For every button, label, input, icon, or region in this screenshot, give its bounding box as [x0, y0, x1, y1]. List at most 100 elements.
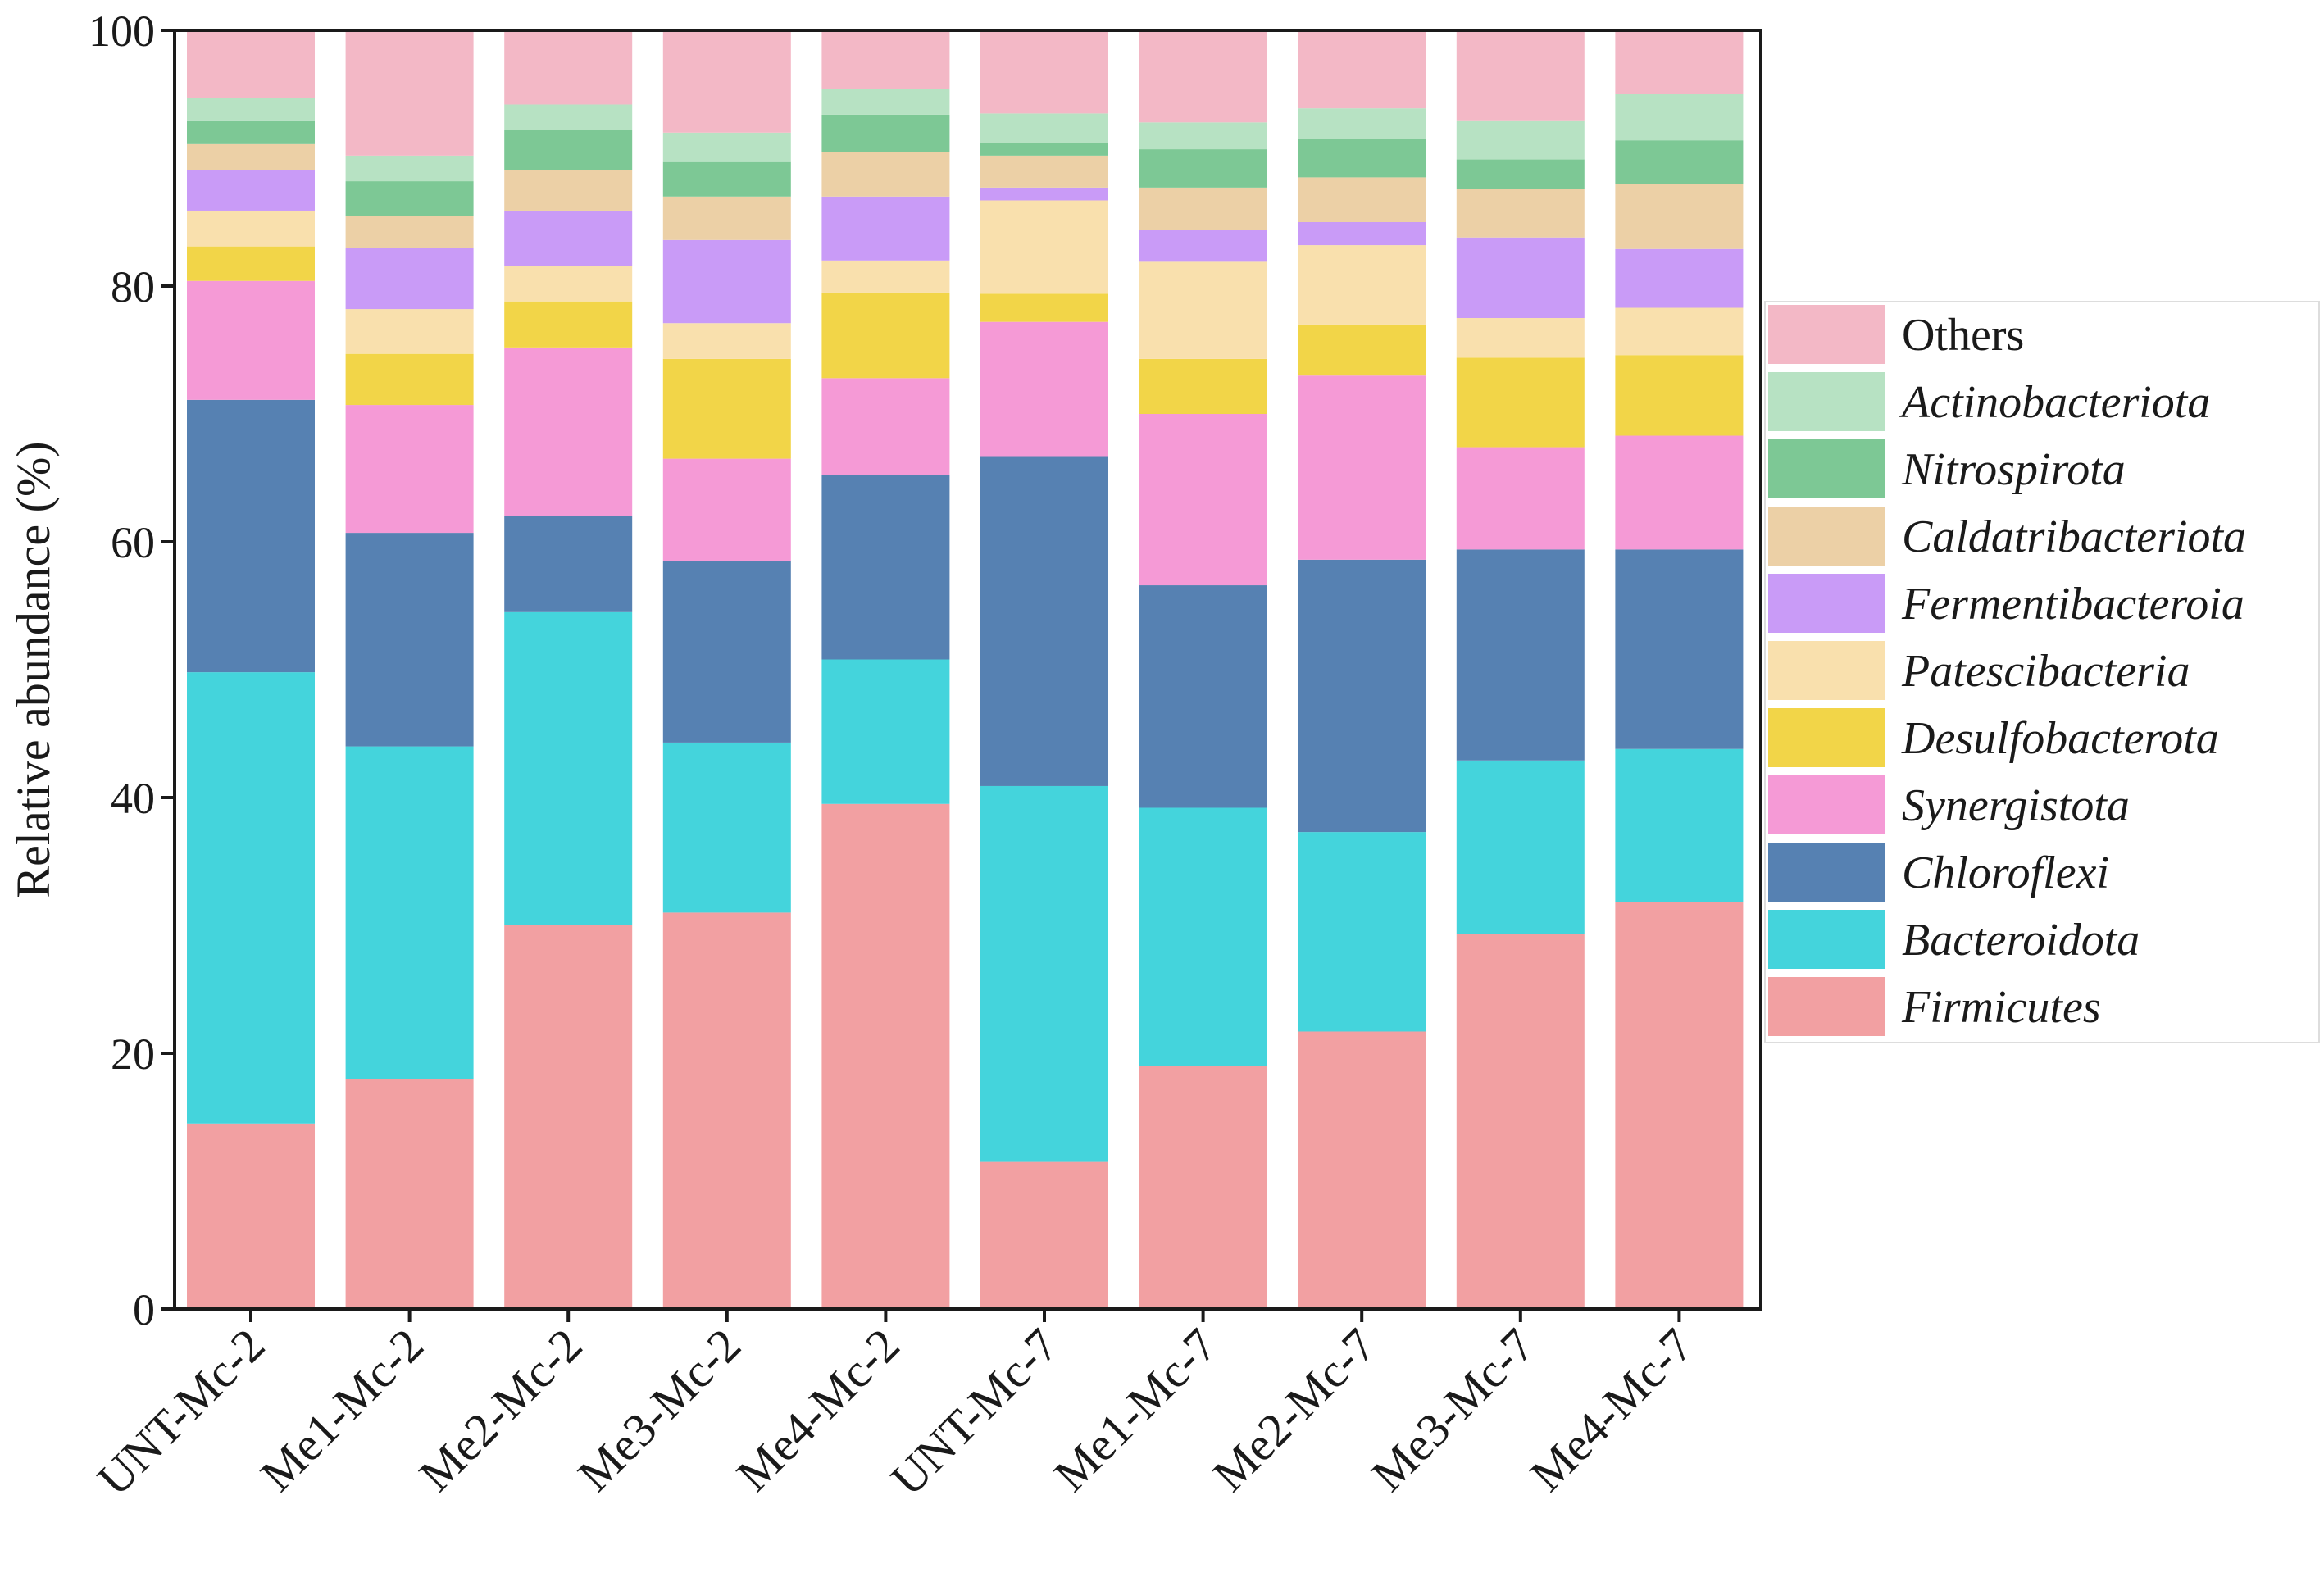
- bar-segment-me2-mc-2-chloroflexi: [504, 516, 633, 612]
- bar-stack-unt-mc-7: [980, 30, 1108, 1309]
- bar-segment-me3-mc-2-actinobacteriota: [662, 132, 791, 162]
- bar-segment-me1-mc-2-actinobacteriota: [345, 155, 474, 182]
- bar-segment-me1-mc-7-fermentibacteroia: [1139, 230, 1267, 262]
- bar-segment-me1-mc-2-caldatribacteriota: [345, 216, 474, 248]
- x-tick-label-me4-mc-2: Me4-Mc-2: [726, 1318, 910, 1502]
- bar-segment-me2-mc-7-desulfobacterota: [1298, 324, 1426, 376]
- bar-segment-me3-mc-2-bacteroidota: [662, 742, 791, 913]
- legend-item-nitrospirota: Nitrospirota: [1768, 439, 2126, 498]
- bar-segment-me1-mc-7-patescibacteria: [1139, 261, 1267, 359]
- bar-segment-unt-mc-2-others: [187, 30, 315, 98]
- bar-segment-me2-mc-2-caldatribacteriota: [504, 170, 633, 211]
- bar-segment-me4-mc-7-chloroflexi: [1615, 549, 1744, 749]
- legend-label-synergistota: Synergistota: [1902, 780, 2130, 831]
- legend-swatch-bacteroidota: [1768, 910, 1885, 969]
- x-tick-label-me1-mc-2: Me1-Mc-2: [250, 1318, 434, 1502]
- bar-segment-me2-mc-7-chloroflexi: [1298, 559, 1426, 833]
- legend-label-chloroflexi: Chloroflexi: [1902, 848, 2109, 898]
- bar-segment-unt-mc-2-patescibacteria: [187, 210, 315, 247]
- bar-stack-me4-mc-7: [1615, 30, 1744, 1309]
- bar-segment-me2-mc-7-firmicutes: [1298, 1031, 1426, 1309]
- bar-segment-me1-mc-2-fermentibacteroia: [345, 248, 474, 310]
- legend-swatch-synergistota: [1768, 775, 1885, 834]
- legend-item-synergistota: Synergistota: [1768, 775, 2130, 834]
- y-tick-label-20: 20: [111, 1029, 155, 1079]
- legend-item-bacteroidota: Bacteroidota: [1768, 910, 2140, 969]
- bar-segment-me2-mc-2-synergistota: [504, 347, 633, 516]
- legend-swatch-fermentibacteroia: [1768, 574, 1885, 633]
- bar-segment-me1-mc-2-firmicutes: [345, 1079, 474, 1309]
- bar-segment-unt-mc-7-firmicutes: [980, 1161, 1108, 1309]
- legend-item-actinobacteriota: Actinobacteriota: [1768, 372, 2210, 431]
- bar-segment-me3-mc-2-others: [662, 30, 791, 133]
- bar-segment-me3-mc-2-caldatribacteriota: [662, 196, 791, 240]
- bar-segment-me3-mc-2-nitrospirota: [662, 161, 791, 197]
- legend-swatch-nitrospirota: [1768, 439, 1885, 498]
- bar-segment-me3-mc-7-bacteroidota: [1456, 760, 1585, 934]
- y-tick-label-80: 80: [111, 262, 155, 311]
- bar-segment-me3-mc-7-actinobacteriota: [1456, 120, 1585, 160]
- bar-segment-unt-mc-7-synergistota: [980, 321, 1108, 457]
- bar-segment-me1-mc-2-chloroflexi: [345, 533, 474, 747]
- bar-segment-me2-mc-2-patescibacteria: [504, 266, 633, 302]
- bar-segment-me3-mc-7-synergistota: [1456, 447, 1585, 550]
- x-tick-label-unt-mc-7: UNT-Mc-7: [880, 1318, 1068, 1506]
- bar-segment-unt-mc-7-desulfobacterota: [980, 293, 1108, 322]
- bar-stack-me3-mc-2: [662, 30, 791, 1309]
- bar-segment-me1-mc-7-desulfobacterota: [1139, 358, 1267, 414]
- y-tick-label-40: 40: [111, 774, 155, 823]
- bar-segment-unt-mc-2-nitrospirota: [187, 120, 315, 144]
- bar-segment-me3-mc-2-synergistota: [662, 458, 791, 561]
- bar-segment-me1-mc-2-desulfobacterota: [345, 353, 474, 406]
- legend-swatch-desulfobacterota: [1768, 708, 1885, 767]
- bar-segment-me1-mc-7-bacteroidota: [1139, 807, 1267, 1066]
- x-tick-label-me4-mc-7: Me4-Mc-7: [1520, 1318, 1703, 1502]
- legend-label-desulfobacterota: Desulfobacterota: [1901, 713, 2219, 764]
- bar-segment-unt-mc-7-others: [980, 30, 1108, 114]
- legend: Others Actinobacteriota Nitrospirota Caldat…: [1764, 301, 2320, 1043]
- bar-segment-me1-mc-2-nitrospirota: [345, 181, 474, 216]
- bar-segment-me1-mc-7-caldatribacteriota: [1139, 187, 1267, 230]
- bar-segment-me2-mc-7-fermentibacteroia: [1298, 222, 1426, 246]
- bar-segment-unt-mc-2-actinobacteriota: [187, 98, 315, 121]
- bar-segment-unt-mc-2-firmicutes: [187, 1123, 315, 1309]
- bar-segment-unt-mc-7-fermentibacteroia: [980, 187, 1108, 201]
- bar-segment-me1-mc-7-chloroflexi: [1139, 585, 1267, 808]
- bar-segment-unt-mc-7-patescibacteria: [980, 200, 1108, 294]
- bar-segment-me4-mc-7-bacteroidota: [1615, 748, 1744, 902]
- bar-segment-me4-mc-7-actinobacteriota: [1615, 94, 1744, 141]
- bar-segment-me4-mc-7-desulfobacterota: [1615, 355, 1744, 436]
- bar-segment-me3-mc-7-patescibacteria: [1456, 318, 1585, 358]
- legend-item-fermentibacteroia: Fermentibacteroia: [1768, 574, 2244, 633]
- bar-segment-me3-mc-2-patescibacteria: [662, 323, 791, 359]
- bar-segment-me2-mc-7-synergistota: [1298, 375, 1426, 560]
- bar-segment-me4-mc-2-synergistota: [821, 378, 950, 475]
- bar-segment-me2-mc-2-others: [504, 30, 633, 105]
- bar-segment-me3-mc-7-others: [1456, 30, 1585, 121]
- plot-frame: [173, 29, 1762, 1311]
- legend-swatch-patescibacteria: [1768, 641, 1885, 700]
- bar-stack-me2-mc-7: [1298, 30, 1426, 1309]
- bar-segment-me1-mc-2-synergistota: [345, 405, 474, 534]
- bar-segment-me4-mc-2-caldatribacteriota: [821, 152, 950, 197]
- bar-segment-me1-mc-2-patescibacteria: [345, 309, 474, 354]
- bar-segment-me3-mc-7-nitrospirota: [1456, 159, 1585, 189]
- legend-swatch-actinobacteriota: [1768, 372, 1885, 431]
- bar-stack-me1-mc-7: [1139, 30, 1267, 1309]
- legend-label-fermentibacteroia: Fermentibacteroia: [1901, 579, 2244, 629]
- bar-segment-unt-mc-2-synergistota: [187, 280, 315, 400]
- legend-item-others: Others: [1768, 305, 2024, 364]
- x-tick-label-unt-mc-2: UNT-Mc-2: [87, 1318, 275, 1506]
- bar-segment-me4-mc-2-fermentibacteroia: [821, 196, 950, 261]
- bar-segment-me3-mc-7-chloroflexi: [1456, 549, 1585, 761]
- bars-layer: [187, 30, 1744, 1309]
- bar-segment-unt-mc-7-actinobacteriota: [980, 113, 1108, 143]
- legend-item-caldatribacteriota: Caldatribacteriota: [1768, 507, 2246, 566]
- bar-segment-me4-mc-7-synergistota: [1615, 435, 1744, 550]
- bar-segment-me4-mc-2-firmicutes: [821, 803, 950, 1309]
- bar-segment-unt-mc-2-chloroflexi: [187, 399, 315, 673]
- bar-segment-unt-mc-7-bacteroidota: [980, 785, 1108, 1162]
- bar-segment-me4-mc-7-caldatribacteriota: [1615, 184, 1744, 249]
- x-tick-label-me3-mc-2: Me3-Mc-2: [567, 1318, 751, 1502]
- bar-segment-me1-mc-7-synergistota: [1139, 414, 1267, 586]
